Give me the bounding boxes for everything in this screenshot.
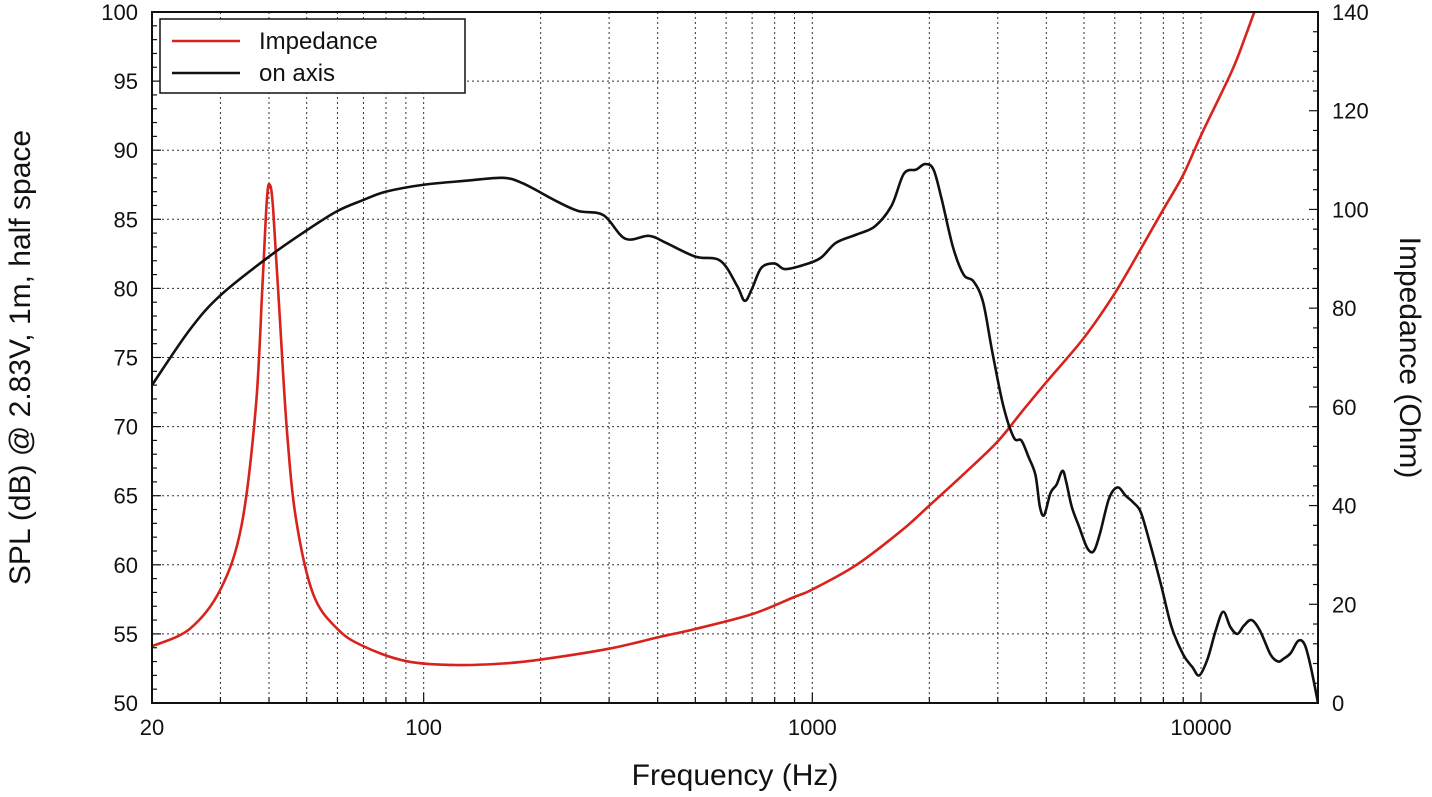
x-tick-label: 1000 — [788, 715, 837, 740]
y-right-tick-label: 80 — [1332, 296, 1356, 321]
legend-label-on-axis: on axis — [259, 60, 335, 87]
y-right-tick-label: 20 — [1332, 592, 1356, 617]
y-right-tick-label: 100 — [1332, 197, 1369, 222]
y-right-tick-label: 60 — [1332, 395, 1356, 420]
y-left-tick-label: 65 — [114, 484, 138, 509]
y-left-tick-label: 75 — [114, 346, 138, 371]
x-tick-label: 20 — [140, 715, 164, 740]
y-right-tick-label: 140 — [1332, 0, 1369, 25]
x-tick-label: 100 — [405, 715, 442, 740]
tick-labels: 20 100 1000 1000050556065707580859095100020… — [101, 0, 1368, 740]
y-left-tick-label: 85 — [114, 207, 138, 232]
legend-box — [159, 18, 466, 94]
series-line-impedance — [152, 12, 1256, 667]
y-left-tick-label: 55 — [114, 622, 138, 647]
y-right-tick-label: 40 — [1332, 494, 1356, 519]
x-tick-label: 10000 — [1170, 715, 1231, 740]
tick-marks — [152, 11, 1318, 704]
series-layer — [152, 12, 1318, 703]
y-right-axis-title: Impedance (Ohm) — [1393, 237, 1426, 479]
y-left-tick-label: 90 — [114, 138, 138, 163]
y-right-tick-label: 120 — [1332, 99, 1369, 124]
y-left-tick-label: 80 — [114, 276, 138, 301]
y-right-tick-label: 0 — [1332, 691, 1344, 716]
y-left-tick-label: 70 — [114, 415, 138, 440]
y-left-tick-label: 60 — [114, 553, 138, 578]
y-left-tick-label: 50 — [114, 691, 138, 716]
x-axis-title: Frequency (Hz) — [632, 759, 839, 792]
series-line-on-axis — [152, 162, 1318, 703]
y-left-axis-title: SPL (dB) @ 2.83V, 1m, half space — [4, 130, 37, 585]
y-left-tick-label: 100 — [101, 0, 138, 25]
y-left-tick-label: 95 — [114, 69, 138, 94]
legend: Impedance on axis — [159, 18, 466, 94]
legend-label-impedance: Impedance — [259, 28, 378, 55]
grid — [152, 12, 1318, 703]
